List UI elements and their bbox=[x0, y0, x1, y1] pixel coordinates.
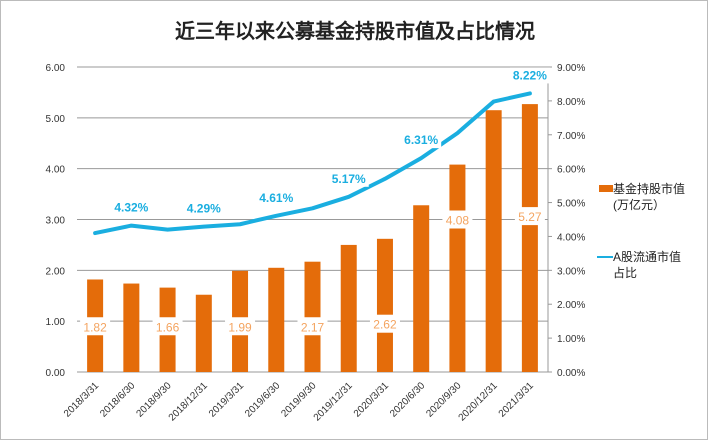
bar-data-label: 4.08 bbox=[446, 214, 470, 228]
y-right-tick-label: 5.00% bbox=[557, 199, 585, 210]
bar-label-bg bbox=[225, 317, 256, 336]
line-label-bg bbox=[509, 67, 550, 84]
bar-data-label: 2.17 bbox=[301, 320, 325, 334]
x-tick-label: 2019/12/31 bbox=[312, 380, 355, 423]
line-data-label: 8.22% bbox=[513, 68, 547, 82]
legend-line-swatch bbox=[597, 256, 613, 258]
y-left-tick-label: 5.00 bbox=[46, 114, 66, 125]
line-label-bg bbox=[401, 132, 442, 149]
x-tick-label: 2018/3/31 bbox=[62, 380, 102, 420]
line-series bbox=[93, 91, 532, 236]
bar-data-label: 1.82 bbox=[83, 320, 107, 334]
y-left-tick-label: 2.00 bbox=[46, 266, 66, 277]
x-tick-label: 2020/12/31 bbox=[457, 380, 500, 423]
bar-data-label: 5.27 bbox=[518, 210, 542, 224]
x-tick-label: 2019/6/30 bbox=[243, 380, 283, 420]
y-left-tick-label: 0.00 bbox=[46, 368, 66, 379]
legend-line-unit: 占比 bbox=[613, 266, 638, 280]
legend-line: A股流通市值 占比 bbox=[597, 249, 682, 281]
y-right-tick-label: 6.00% bbox=[557, 165, 585, 176]
bar-data-label: 2.62 bbox=[373, 318, 397, 332]
y-right-tick-label: 2.00% bbox=[557, 300, 585, 311]
y-left-tick-label: 4.00 bbox=[46, 165, 66, 176]
y-right-tick-label: 9.00% bbox=[557, 63, 585, 74]
line-data-label: 5.17% bbox=[332, 172, 366, 186]
line-data-label: 4.29% bbox=[187, 202, 221, 216]
y-right-tick-label: 4.00% bbox=[557, 232, 585, 243]
bar-label-bg bbox=[297, 317, 328, 336]
bar bbox=[521, 104, 538, 372]
bar-data-label: 1.66 bbox=[156, 320, 180, 334]
y-right-tick-label: 8.00% bbox=[557, 97, 585, 108]
y-right-tick-label: 1.00% bbox=[557, 334, 585, 345]
bar bbox=[449, 164, 466, 372]
y-left-tick-label: 6.00 bbox=[46, 63, 66, 74]
line-label-bg bbox=[183, 200, 224, 217]
line-label-bg bbox=[111, 199, 152, 216]
x-tick-label: 2021/3/31 bbox=[497, 380, 537, 420]
x-tick-label: 2020/3/31 bbox=[352, 380, 392, 420]
y-left-tick-label: 1.00 bbox=[46, 317, 66, 328]
bar-label-bg bbox=[369, 314, 400, 333]
bar bbox=[485, 110, 502, 372]
bar-label-bg bbox=[442, 210, 473, 229]
y-left-tick-label: 3.00 bbox=[46, 216, 66, 227]
chart-title: 近三年以来公募基金持股市值及占比情况 bbox=[175, 19, 535, 43]
legend-bar: 基金持股市值 (万亿元） bbox=[599, 181, 686, 213]
x-tick-label: 2020/6/30 bbox=[388, 380, 428, 420]
line-label-bg bbox=[256, 189, 297, 206]
line-data-label: 6.31% bbox=[404, 133, 438, 147]
legend-line-label: A股流通市值 bbox=[613, 250, 682, 264]
bar bbox=[376, 238, 393, 372]
line-data-label: 4.61% bbox=[259, 191, 293, 205]
bar bbox=[195, 294, 212, 372]
legend-bar-swatch bbox=[599, 185, 613, 192]
bar bbox=[304, 261, 321, 372]
bar-label-bg bbox=[80, 317, 111, 336]
legend-bar-unit: (万亿元） bbox=[613, 198, 665, 212]
legend-bar-label: 基金持股市值 bbox=[613, 182, 686, 196]
bar bbox=[413, 205, 430, 372]
bar bbox=[123, 283, 140, 372]
y-right-tick-label: 7.00% bbox=[557, 131, 585, 142]
x-tick-label: 2019/3/31 bbox=[207, 380, 247, 420]
y-right-tick-label: 3.00% bbox=[557, 266, 585, 277]
bar-label-bg bbox=[152, 317, 183, 336]
x-tick-label: 2018/6/30 bbox=[98, 380, 138, 420]
bar bbox=[340, 244, 357, 372]
x-tick-label: 2018/12/31 bbox=[167, 380, 210, 423]
line-data-label: 4.32% bbox=[114, 201, 148, 215]
bar-data-label: 1.99 bbox=[228, 320, 252, 334]
bar-label-bg bbox=[514, 207, 545, 226]
line-label-bg bbox=[328, 170, 369, 187]
y-right-tick-label: 0.00% bbox=[557, 368, 585, 379]
bar bbox=[268, 267, 285, 372]
